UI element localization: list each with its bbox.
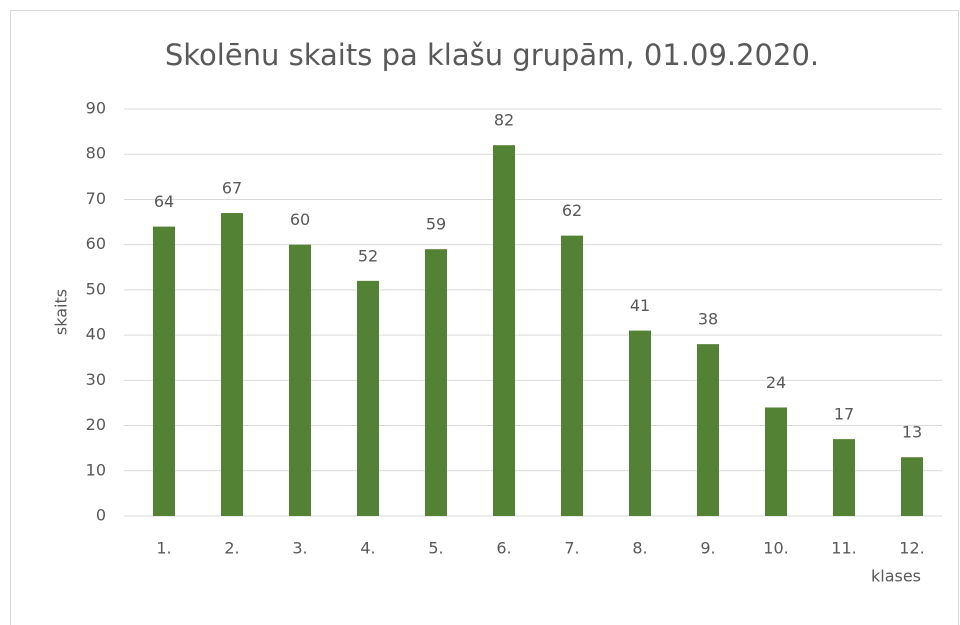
y-tick-label: 10 [86,460,106,479]
chart-frame [10,10,959,625]
bar [561,235,583,516]
bar [629,330,651,516]
data-label: 52 [358,246,378,265]
bar [153,226,175,517]
y-tick-label: 0 [96,506,106,525]
data-label: 62 [562,201,582,220]
x-tick-label: 9. [700,539,715,558]
data-label: 82 [494,111,514,130]
data-label: 41 [630,296,650,315]
x-tick-label: 11. [831,539,856,558]
bar [833,439,855,516]
x-tick-label: 12. [899,539,924,558]
data-label: 17 [834,405,854,424]
bar [357,280,379,516]
y-tick-label: 50 [86,279,106,298]
data-label: 60 [290,210,310,229]
x-tick-label: 1. [156,539,171,558]
bar [289,244,311,516]
x-tick-label: 3. [292,539,307,558]
x-tick-label: 8. [632,539,647,558]
y-tick-label: 60 [86,234,106,253]
y-axis-label: skaits [52,289,71,335]
bar [493,145,515,516]
x-tick-label: 7. [564,539,579,558]
y-tick-label: 30 [86,370,106,389]
chart-title: Skolēnu skaits pa klašu grupām, 01.09.20… [165,38,819,72]
data-label: 59 [426,215,446,234]
x-axis-label: klases [871,567,921,586]
x-tick-label: 10. [763,539,788,558]
data-label: 64 [154,192,174,211]
y-tick-label: 90 [86,99,106,118]
bar [697,344,719,516]
y-tick-label: 70 [86,189,106,208]
data-label: 38 [698,310,718,329]
y-tick-label: 80 [86,144,106,163]
bar [425,249,447,516]
x-tick-label: 6. [496,539,511,558]
data-label: 24 [766,373,786,392]
x-tick-label: 4. [360,539,375,558]
bar [765,407,787,516]
bar [221,213,243,516]
y-tick-label: 40 [86,325,106,344]
y-tick-label: 20 [86,415,106,434]
bar [901,457,923,516]
x-tick-label: 2. [224,539,239,558]
x-tick-label: 5. [428,539,443,558]
data-label: 13 [902,423,922,442]
data-label: 67 [222,179,242,198]
